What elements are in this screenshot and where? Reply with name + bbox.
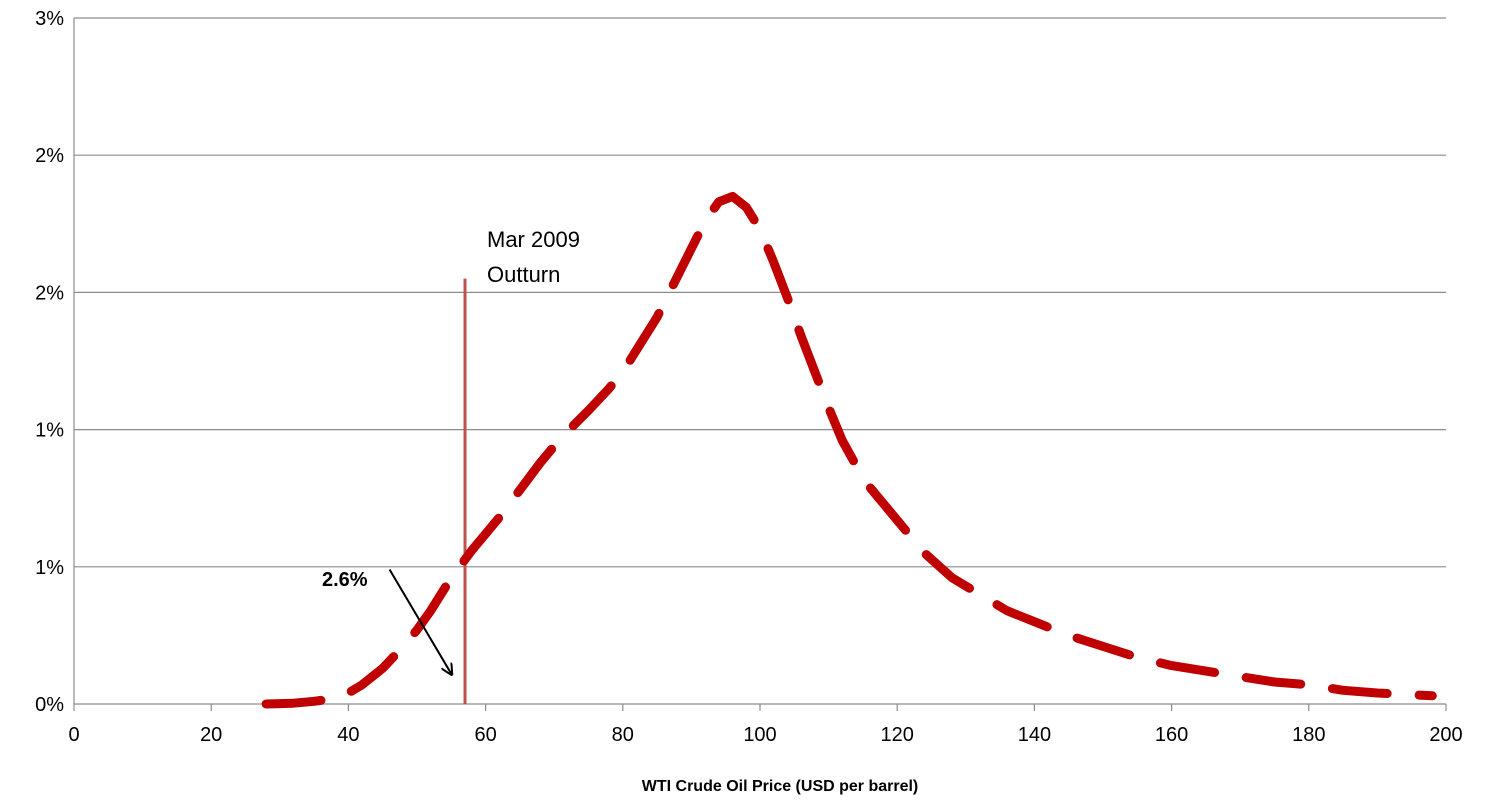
x-tick-label: 100 [743, 724, 776, 746]
y-tick-label: 1% [35, 557, 64, 579]
x-tick-label: 60 [474, 724, 496, 746]
series-group [261, 191, 1437, 709]
y-tick-label: 0% [35, 694, 64, 716]
x-tick-label: 20 [200, 724, 222, 746]
annotation-arrow [388, 569, 452, 674]
y-tick-labels: 0% 1% 1% 2% 2% 3% [35, 8, 64, 716]
annotation-group: 2.6% [322, 569, 451, 674]
x-tick-labels: 0 20 40 60 80 100 120 140 160 180 200 [68, 724, 1462, 746]
x-tick-label: 180 [1292, 724, 1325, 746]
x-tick-label: 160 [1155, 724, 1188, 746]
reference-line-group: Mar 2009 Outturn [463, 227, 580, 704]
series-line [261, 191, 1437, 709]
y-tick-label: 3% [35, 8, 64, 30]
gridlines [74, 17, 1446, 568]
x-tick-label: 80 [612, 724, 634, 746]
x-tick-label: 120 [881, 724, 914, 746]
y-tick-label: 2% [35, 145, 64, 167]
y-tick-label: 1% [35, 420, 64, 442]
x-tick-label: 0 [68, 724, 79, 746]
axes [73, 18, 1447, 711]
y-tick-label: 2% [35, 282, 64, 304]
x-axis-title: WTI Crude Oil Price (USD per barrel) [642, 778, 919, 795]
reference-line-label: Outturn [487, 262, 560, 287]
x-tick-label: 40 [337, 724, 359, 746]
reference-line-label: Mar 2009 [487, 227, 580, 252]
annotation-label: 2.6% [322, 569, 368, 591]
x-tick-label: 200 [1429, 724, 1462, 746]
x-tick-label: 140 [1018, 724, 1051, 746]
